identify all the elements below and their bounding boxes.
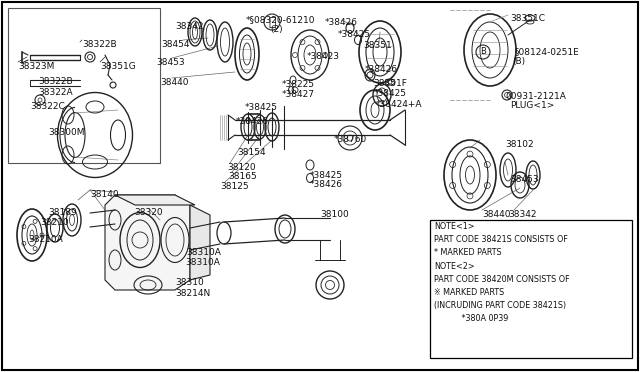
Text: 38322A: 38322A [38,88,72,97]
Text: B: B [480,48,486,57]
Text: 38300M: 38300M [48,128,84,137]
Text: *38425: *38425 [374,89,407,98]
Text: 38125: 38125 [220,182,248,191]
Text: *38760: *38760 [334,135,367,144]
Text: (2): (2) [270,25,283,34]
Text: *38426: *38426 [365,65,398,74]
Text: 38440: 38440 [160,78,189,87]
Text: 38165: 38165 [228,172,257,181]
Text: 38310A: 38310A [185,258,220,267]
Text: 38351F: 38351F [373,79,407,88]
Text: 38210A: 38210A [28,235,63,244]
Text: 38342: 38342 [175,22,204,31]
Text: 38453: 38453 [510,175,539,184]
Text: 38210: 38210 [40,218,68,227]
Text: 38322B: 38322B [38,77,72,86]
Text: *38425: *38425 [310,171,343,180]
Text: 38214N: 38214N [175,289,211,298]
Text: 38120: 38120 [227,163,255,172]
Text: NOTE<1>
PART CODE 38421S CONSISTS OF
* MARKED PARTS
NOTE<2>
PART CODE 38420M CON: NOTE<1> PART CODE 38421S CONSISTS OF * M… [434,222,570,323]
Text: 38351C: 38351C [510,14,545,23]
Text: *38225: *38225 [282,80,315,89]
Text: 38140: 38140 [90,190,118,199]
Text: *38426: *38426 [325,18,358,27]
Text: *38425: *38425 [338,30,371,39]
Text: 38154: 38154 [237,148,266,157]
Text: 38102: 38102 [505,140,534,149]
Text: *38425: *38425 [245,103,278,112]
Text: 38320: 38320 [134,208,163,217]
Text: 38440: 38440 [482,210,511,219]
Text: 38310A: 38310A [186,248,221,257]
Text: 38351G: 38351G [100,62,136,71]
Text: 38351: 38351 [363,41,392,50]
Text: PLUG<1>: PLUG<1> [510,101,554,110]
Text: 38453: 38453 [156,58,184,67]
Text: *38427: *38427 [282,90,315,99]
Text: 38342: 38342 [508,210,536,219]
Text: §08124-0251E: §08124-0251E [515,47,580,56]
Text: 38100: 38100 [320,210,349,219]
Text: 00931-2121A: 00931-2121A [505,92,566,101]
Text: (B): (B) [512,57,525,66]
Text: 38322B: 38322B [82,40,116,49]
Polygon shape [190,205,210,280]
Text: *§08320-61210: *§08320-61210 [246,15,316,24]
Text: Ⓢ: Ⓢ [268,16,276,29]
Text: 38454: 38454 [161,40,189,49]
Text: *38424+A: *38424+A [376,100,422,109]
Polygon shape [105,195,190,290]
Text: *38426: *38426 [310,180,343,189]
Text: *38426: *38426 [236,117,269,126]
Polygon shape [115,195,195,205]
Text: 38323M: 38323M [18,62,54,71]
Text: 38322C: 38322C [30,102,65,111]
Bar [430,220,632,358]
Text: 38189: 38189 [48,208,77,217]
Bar [8,8,160,163]
Text: *38423: *38423 [307,52,340,61]
Text: 38310: 38310 [175,278,204,287]
